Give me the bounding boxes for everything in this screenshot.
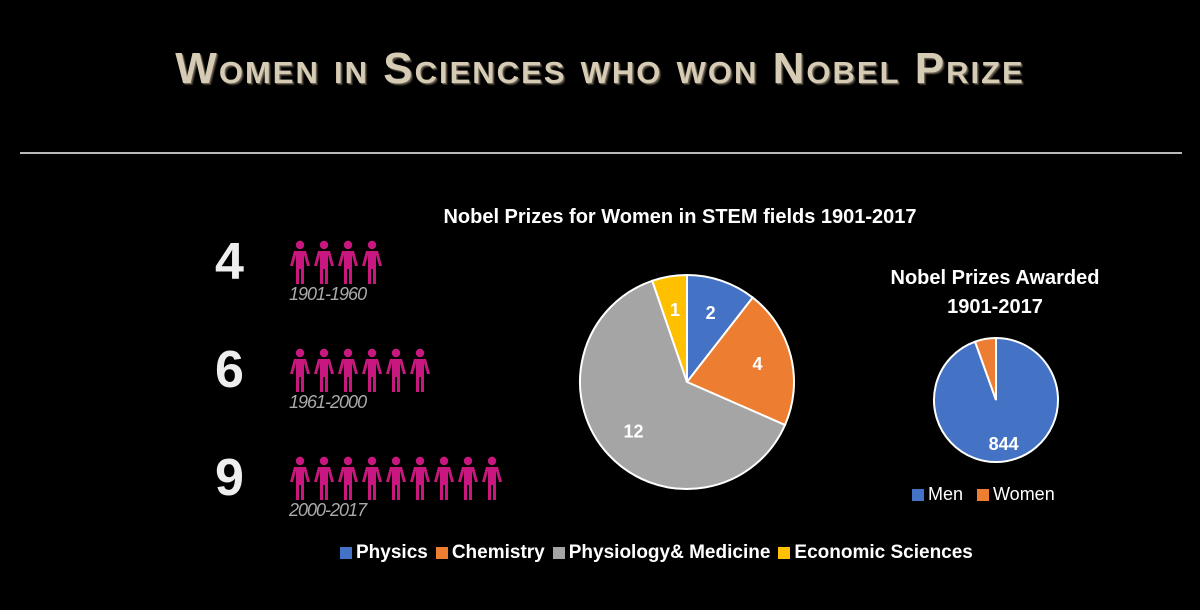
legend-label: Chemistry (451, 542, 545, 563)
woman-figure-icon (338, 240, 358, 284)
legend-swatch (340, 547, 352, 559)
period-label: 1961-2000 (289, 392, 367, 412)
page-title: Women in Sciences who won Nobel Prize (175, 44, 1025, 93)
pie-slice-economics (650, 273, 688, 383)
women-figures-icons (289, 240, 383, 286)
data-label-physiology: 12 (623, 421, 643, 441)
count-row-1961-2000: 6 1961-2000 (215, 344, 535, 414)
period-label: 2000-2017 (289, 500, 367, 520)
legend-swatch (912, 488, 924, 501)
woman-figure-icon (338, 348, 358, 392)
count-number: 9 (215, 449, 244, 507)
women-figures-icons (289, 456, 503, 502)
awarded-legend: Men Women (912, 484, 1055, 505)
woman-figure-icon (386, 348, 406, 392)
woman-figure-icon (314, 348, 334, 392)
data-label-chemistry: 4 (753, 354, 763, 374)
woman-figure-icon (290, 348, 310, 392)
woman-figure-icon (362, 348, 382, 392)
pie-slice-physiology (579, 279, 787, 490)
pie-slice-physics (686, 273, 755, 385)
stem-pie-chart: 2 4 12 1 (579, 273, 795, 490)
stem-chart-title: Nobel Prizes for Women in STEM fields 19… (443, 206, 917, 228)
woman-figure-icon (338, 456, 358, 500)
pie-slice-women (973, 336, 997, 401)
legend-item-chemistry: Chemistry (435, 542, 545, 564)
legend-label: Physiology& Medicine (568, 542, 771, 563)
woman-figure-icon (458, 456, 478, 500)
data-label-physics: 2 (706, 303, 716, 323)
legend-item-men: Men (912, 484, 963, 505)
legend-swatch (977, 488, 990, 501)
woman-figure-icon (434, 456, 454, 500)
count-row-2000-2017: 9 2000-2017 (215, 452, 535, 522)
woman-figure-icon (410, 348, 430, 392)
legend-swatch (778, 547, 791, 559)
legend-item-economics: Economic Sciences (778, 542, 973, 564)
woman-figure-icon (290, 240, 310, 284)
woman-figure-icon (482, 456, 502, 500)
legend-label: Physics (356, 542, 428, 563)
woman-figure-icon (314, 240, 334, 284)
awarded-title-line1: Nobel Prizes Awarded (890, 267, 1100, 289)
legend-item-physiology: Physiology& Medicine (552, 542, 771, 564)
legend-label: Economic Sciences (794, 542, 973, 563)
legend-label: Women (993, 484, 1055, 504)
awarded-chart-title: Nobel Prizes Awarded 1901-2017 (860, 264, 1130, 322)
data-label-men: 844 (989, 434, 1019, 454)
period-label: 1901-1960 (289, 284, 367, 304)
legend-swatch (435, 547, 448, 559)
woman-figure-icon (362, 456, 382, 500)
count-number: 6 (215, 341, 244, 399)
awarded-pie-chart: 844 (933, 336, 1059, 463)
count-row-1901-1960: 4 1901-1960 (215, 236, 535, 306)
woman-figure-icon (386, 456, 406, 500)
stem-legend: Physics Chemistry Physiology& Medicine E… (340, 542, 973, 564)
women-figures-icons (289, 348, 431, 394)
legend-label: Men (928, 484, 964, 504)
awarded-title-line2: 1901-2017 (947, 296, 1043, 318)
woman-figure-icon (362, 240, 382, 284)
woman-figure-icon (410, 456, 430, 500)
data-label-economics: 1 (670, 300, 680, 320)
title-divider (20, 152, 1182, 154)
legend-swatch (552, 547, 565, 559)
count-number: 4 (215, 233, 244, 291)
legend-item-women: Women (977, 484, 1055, 505)
woman-figure-icon (290, 456, 310, 500)
legend-item-physics: Physics (340, 542, 428, 564)
woman-figure-icon (314, 456, 334, 500)
